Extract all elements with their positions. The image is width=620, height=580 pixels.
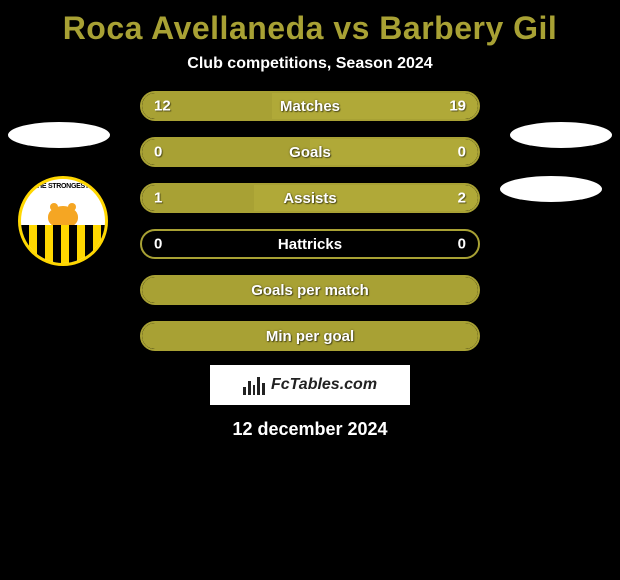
stat-row: Min per goal xyxy=(140,321,480,351)
stat-row: Goals per match xyxy=(140,275,480,305)
fctables-badge: FcTables.com xyxy=(210,365,410,405)
stat-value-right: 2 xyxy=(458,190,466,207)
stat-value-left: 0 xyxy=(154,144,162,161)
stat-label: Goals per match xyxy=(251,282,369,299)
stat-value-right: 0 xyxy=(458,236,466,253)
fctables-text: FcTables.com xyxy=(271,376,377,394)
stat-label: Matches xyxy=(280,98,340,115)
stat-bars: 1219Matches00Goals12Assists00HattricksGo… xyxy=(140,91,480,351)
stat-value-right: 0 xyxy=(458,144,466,161)
player-left-blank-badge xyxy=(8,122,110,148)
stat-row: 1 2 Assists xyxy=(140,183,480,213)
stat-label: Assists xyxy=(283,190,336,207)
stat-value-right: 19 xyxy=(449,98,466,115)
stat-row: 12 19 Matches xyxy=(140,91,480,121)
stat-value-left: 1 xyxy=(154,190,162,207)
club-right-blank-badge xyxy=(500,176,602,202)
page-title: Roca Avellaneda vs Barbery Gil xyxy=(63,10,558,47)
stat-fill-left xyxy=(142,139,310,165)
stat-label: Hattricks xyxy=(278,236,342,253)
stat-row: 0 0 Goals xyxy=(140,137,480,167)
stat-row: 0 0 Hattricks xyxy=(140,229,480,259)
stat-value-left: 0 xyxy=(154,236,162,253)
bar-chart-icon xyxy=(243,375,265,395)
stat-label: Goals xyxy=(289,144,331,161)
date-text: 12 december 2024 xyxy=(232,419,387,440)
stat-label: Min per goal xyxy=(266,328,354,345)
subtitle: Club competitions, Season 2024 xyxy=(187,55,432,73)
infographic-container: Roca Avellaneda vs Barbery Gil Club comp… xyxy=(0,0,620,440)
player-right-blank-badge xyxy=(510,122,612,148)
stat-value-left: 12 xyxy=(154,98,171,115)
stat-fill-right xyxy=(310,139,478,165)
